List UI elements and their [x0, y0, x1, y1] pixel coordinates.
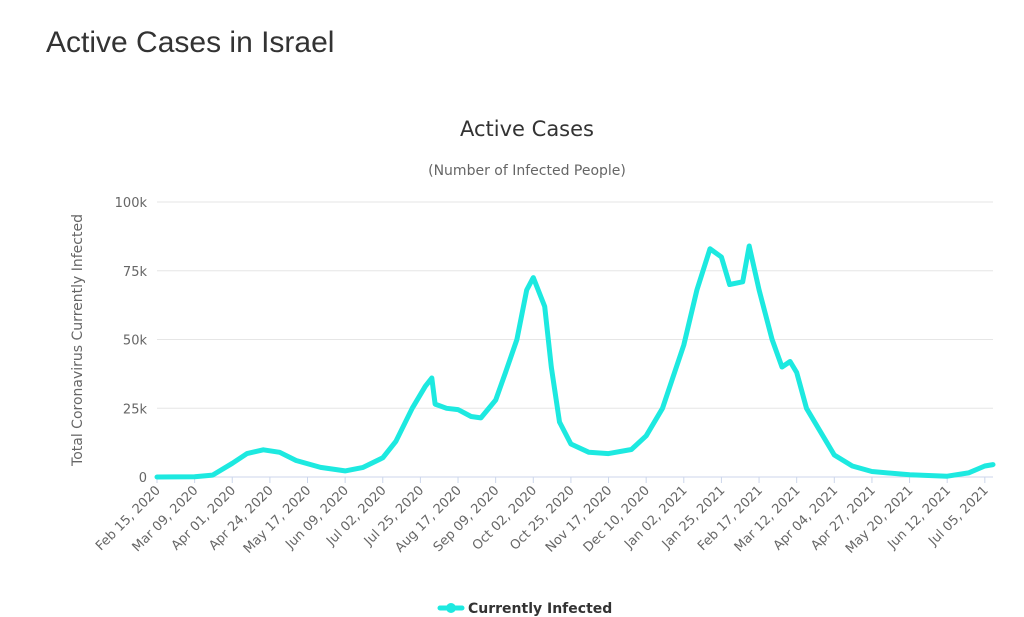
x-tick-label: Aug 17, 2020: [392, 483, 464, 555]
y-tick-label: 75k: [123, 265, 148, 280]
series-layer: [154, 243, 996, 480]
chart-title: Active Cases: [460, 117, 594, 141]
chart-subtitle: (Number of Infected People): [428, 163, 626, 179]
y-tick-label: 25k: [123, 402, 148, 417]
x-tick-label: Nov 17, 2020: [543, 483, 615, 555]
page-title: Active Cases in Israel: [46, 26, 335, 59]
y-axis-ticks: 0 25k 50k 75k 100k: [115, 196, 148, 486]
y-tick-label: 100k: [115, 196, 148, 211]
y-tick-label: 50k: [123, 334, 148, 349]
x-tick-label: Sep 09, 2020: [431, 483, 503, 555]
legend-marker-swatch: [446, 603, 456, 613]
x-tick-label: Mar 09, 2020: [130, 483, 202, 555]
gridlines: [157, 201, 993, 478]
legend[interactable]: Currently Infected: [437, 601, 612, 617]
y-tick-label: 0: [139, 471, 147, 486]
series-line-currently-infected[interactable]: [154, 243, 996, 480]
legend-label-currently-infected[interactable]: Currently Infected: [468, 601, 612, 617]
x-tick-label: Feb 15, 2020: [93, 483, 164, 554]
x-tick-label: Mar 12, 2021: [732, 483, 804, 555]
y-axis-title: Total Coronavirus Currently Infected: [70, 214, 86, 467]
x-tick-label: Dec 10, 2020: [581, 483, 653, 555]
